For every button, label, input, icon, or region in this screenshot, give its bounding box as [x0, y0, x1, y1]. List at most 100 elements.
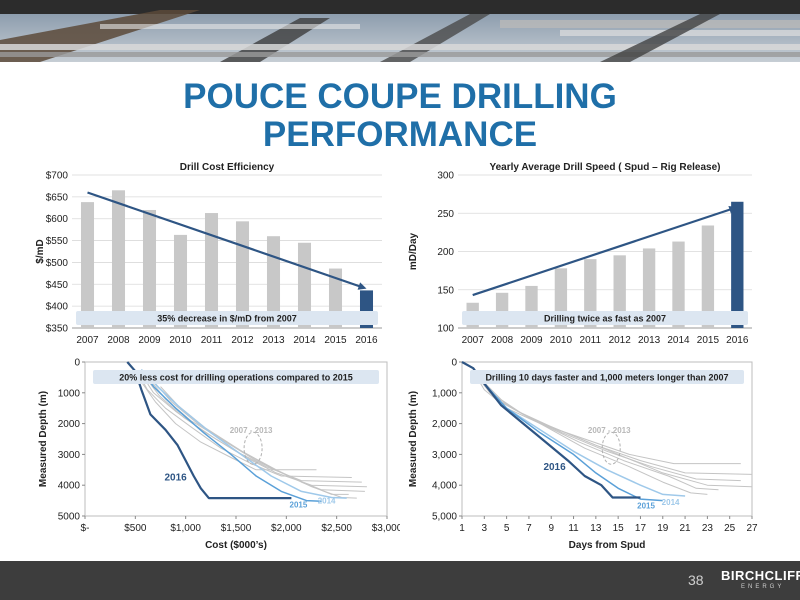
x-tick-label: 2015 — [324, 335, 347, 346]
trend-arrow-head — [357, 282, 367, 290]
series-line-2014 — [472, 367, 686, 497]
x-tick-label: 2007 — [462, 335, 485, 346]
series-label: 2016 — [164, 473, 187, 484]
annotation-text: Drilling 10 days faster and 1,000 meters… — [485, 373, 728, 383]
x-axis-label: Days from Spud — [569, 540, 646, 551]
bar — [297, 242, 312, 328]
y-tick-label: 2,000 — [432, 419, 457, 430]
bar — [142, 209, 157, 328]
y-axis-label: mD/Day — [408, 232, 419, 270]
y-tick-label: 150 — [437, 285, 454, 296]
x-tick-label: 2014 — [667, 335, 690, 346]
pipes-photo-icon — [0, 0, 800, 62]
x-tick-label: 2008 — [491, 335, 514, 346]
x-tick-label: $1,000 — [170, 523, 201, 534]
x-tick-label: 1 — [459, 523, 465, 534]
y-tick-label: $700 — [46, 171, 69, 182]
bar — [111, 190, 126, 328]
series-label: 2014 — [318, 497, 336, 506]
series-line-2014 — [144, 370, 347, 499]
series-label: 2007 - 2013 — [230, 426, 273, 435]
y-tick-label: $450 — [46, 280, 69, 291]
plot-frame — [461, 361, 753, 517]
bar — [642, 248, 656, 328]
y-tick-label: 5,000 — [432, 512, 457, 523]
trend-arrow-line — [472, 207, 734, 297]
x-tick-label: 9 — [548, 523, 554, 534]
y-tick-label: $600 — [46, 214, 69, 225]
x-tick-label: 2013 — [638, 335, 661, 346]
brand-logo-subtitle: ENERGY — [741, 584, 785, 590]
header-photo-banner — [0, 0, 800, 62]
x-tick-label: 19 — [657, 523, 669, 534]
x-tick-label: 2010 — [550, 335, 573, 346]
x-tick-label: $500 — [124, 523, 147, 534]
series-label: 2015 — [637, 501, 655, 510]
bar — [731, 201, 744, 328]
annotation-text: 20% less cost for drilling operations co… — [119, 373, 353, 383]
annotation-text: Drilling twice as fast as 2007 — [544, 314, 666, 324]
series-line-2007-2013 — [136, 370, 352, 478]
series-line-2007-2013 — [132, 367, 317, 471]
y-axis-label: $/mD — [35, 239, 46, 263]
slide-title-line2: PERFORMANCE — [262, 115, 538, 154]
y-tick-label: 300 — [437, 171, 454, 182]
x-tick-label: 2010 — [169, 335, 192, 346]
drill-cost-efficiency-chart: Drill Cost Efficiency $350 $400 $450 $500 $55… — [35, 162, 382, 346]
bar — [613, 255, 626, 328]
x-tick-label: 2009 — [520, 335, 543, 346]
page-number: 38 — [688, 572, 704, 588]
x-tick-label: $- — [81, 523, 90, 534]
x-tick-label: $3,000 — [372, 523, 400, 534]
y-tick-label: 3000 — [58, 450, 81, 461]
series-line-2015 — [472, 367, 663, 502]
series-label: 2014 — [662, 498, 680, 507]
x-tick-label: 2011 — [201, 335, 223, 346]
x-tick-label: 25 — [724, 523, 736, 534]
y-axis-label: Measured Depth (m) — [408, 391, 419, 487]
series-line-2015 — [140, 369, 322, 502]
y-tick-label: 1,000 — [432, 388, 457, 399]
x-tick-label: 11 — [568, 523, 579, 534]
series-label: 2016 — [543, 462, 566, 473]
x-tick-label: 5 — [504, 523, 510, 534]
cost-vs-depth-chart: 0 1000 2000 3000 4000 5000$- $500 $1,000 $1,500 $… — [38, 358, 400, 552]
y-tick-label: 1000 — [58, 388, 81, 399]
x-tick-label: 2007 — [76, 335, 99, 346]
x-tick-label: 2015 — [697, 335, 720, 346]
series-line-2007-2013 — [472, 370, 753, 475]
annotation-box — [76, 311, 378, 325]
series-label: 2015 — [290, 500, 308, 509]
x-tick-label: 3 — [482, 523, 488, 534]
chart-title: Drill Cost Efficiency — [180, 162, 275, 173]
x-tick-label: 2012 — [231, 335, 254, 346]
x-tick-label: $1,500 — [221, 523, 252, 534]
x-tick-label: $2,500 — [321, 523, 352, 534]
series-label: 2007 - 2013 — [588, 426, 631, 435]
y-tick-label: 4,000 — [432, 481, 457, 492]
trend-arrow-head — [728, 205, 738, 214]
x-tick-label: 27 — [746, 523, 758, 534]
brand-logo-name: BIRCHCLIFF — [721, 568, 800, 583]
annotation-box — [470, 370, 744, 384]
annotation-box — [93, 370, 379, 384]
drill-speed-chart: Yearly Average Drill Speed ( Spud – Rig … — [408, 162, 752, 346]
footer-bar — [0, 561, 800, 600]
y-tick-label: 250 — [437, 209, 454, 220]
series-line-2007-2013 — [472, 370, 708, 495]
x-tick-label: 2012 — [609, 335, 632, 346]
x-tick-label: 7 — [526, 523, 532, 534]
x-tick-label: 2008 — [107, 335, 130, 346]
x-tick-label: 2009 — [138, 335, 161, 346]
y-axis-label: Measured Depth (m) — [38, 391, 49, 487]
x-tick-label: 2011 — [580, 335, 602, 346]
y-tick-label: 200 — [437, 247, 454, 258]
bar — [266, 236, 281, 328]
y-tick-label: 0 — [74, 358, 80, 369]
x-tick-label: 23 — [702, 523, 714, 534]
bar — [701, 225, 715, 328]
x-tick-label: 2016 — [726, 335, 749, 346]
y-tick-label: $500 — [46, 258, 69, 269]
y-tick-label: $400 — [46, 302, 69, 313]
